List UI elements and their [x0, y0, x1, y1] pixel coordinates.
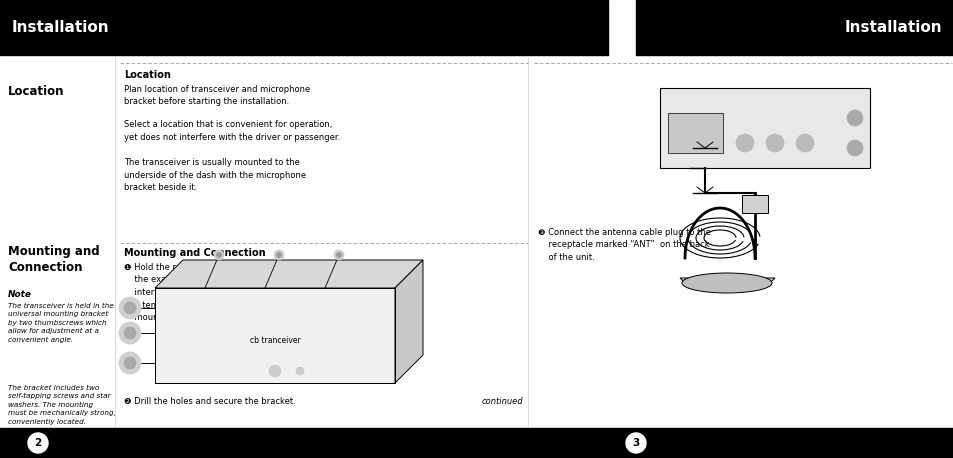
- Text: Select a location that is convenient for operation,
yet does not interfere with : Select a location that is convenient for…: [124, 120, 340, 142]
- Text: Location: Location: [8, 85, 65, 98]
- Circle shape: [846, 110, 862, 126]
- Text: ❶ Hold the radio with the mounting bracket in
    the exact desired location. If: ❶ Hold the radio with the mounting brack…: [124, 263, 331, 322]
- Text: 3: 3: [632, 438, 639, 448]
- Circle shape: [276, 252, 281, 257]
- Bar: [0, 428, 953, 458]
- Circle shape: [295, 367, 304, 375]
- Text: ❷ Drill the holes and secure the bracket.: ❷ Drill the holes and secure the bracket…: [124, 397, 295, 406]
- Text: Mounting and Connection: Mounting and Connection: [124, 248, 265, 258]
- Text: The transceiver is held in the
universal mounting bracket
by two thumbscrews whi: The transceiver is held in the universal…: [8, 303, 113, 343]
- Circle shape: [334, 250, 344, 260]
- Bar: [154, 288, 395, 383]
- Text: ❸ Connect the antenna cable plug to the
    receptacle marked “ANT”  on the back: ❸ Connect the antenna cable plug to the …: [537, 228, 710, 262]
- Circle shape: [846, 140, 862, 156]
- Circle shape: [735, 134, 753, 152]
- Circle shape: [119, 297, 141, 319]
- Circle shape: [124, 357, 136, 369]
- Circle shape: [213, 250, 224, 260]
- Polygon shape: [679, 278, 774, 288]
- Ellipse shape: [681, 273, 771, 293]
- Polygon shape: [154, 260, 422, 288]
- Text: Location: Location: [124, 70, 171, 80]
- Text: Mounting and
Connection: Mounting and Connection: [8, 245, 99, 274]
- Circle shape: [124, 327, 136, 339]
- Text: The transceiver is usually mounted to the
underside of the dash with the microph: The transceiver is usually mounted to th…: [124, 158, 306, 192]
- Circle shape: [625, 433, 645, 453]
- Text: Installation: Installation: [12, 20, 110, 35]
- Bar: [667, 113, 722, 153]
- Circle shape: [336, 252, 341, 257]
- Circle shape: [274, 250, 284, 260]
- Circle shape: [795, 134, 813, 152]
- Circle shape: [28, 433, 48, 453]
- Circle shape: [119, 322, 141, 344]
- Bar: [741, 195, 767, 213]
- Text: Note: Note: [8, 290, 32, 299]
- Bar: [154, 288, 395, 383]
- Polygon shape: [395, 260, 422, 383]
- Text: Installation: Installation: [843, 20, 941, 35]
- Circle shape: [124, 302, 136, 314]
- Text: The bracket includes two
self-tapping screws and star
washers. The mounting
must: The bracket includes two self-tapping sc…: [8, 385, 115, 425]
- Text: Plan location of transceiver and microphone
bracket before starting the installa: Plan location of transceiver and microph…: [124, 85, 310, 107]
- Bar: [0, 0, 607, 55]
- Circle shape: [119, 352, 141, 374]
- Text: continued: continued: [481, 397, 522, 406]
- Bar: [636, 0, 953, 55]
- Bar: [659, 88, 869, 168]
- Text: 2: 2: [34, 438, 42, 448]
- Circle shape: [216, 252, 221, 257]
- Circle shape: [765, 134, 783, 152]
- Text: cb tranceiver: cb tranceiver: [250, 336, 300, 345]
- Circle shape: [269, 365, 281, 377]
